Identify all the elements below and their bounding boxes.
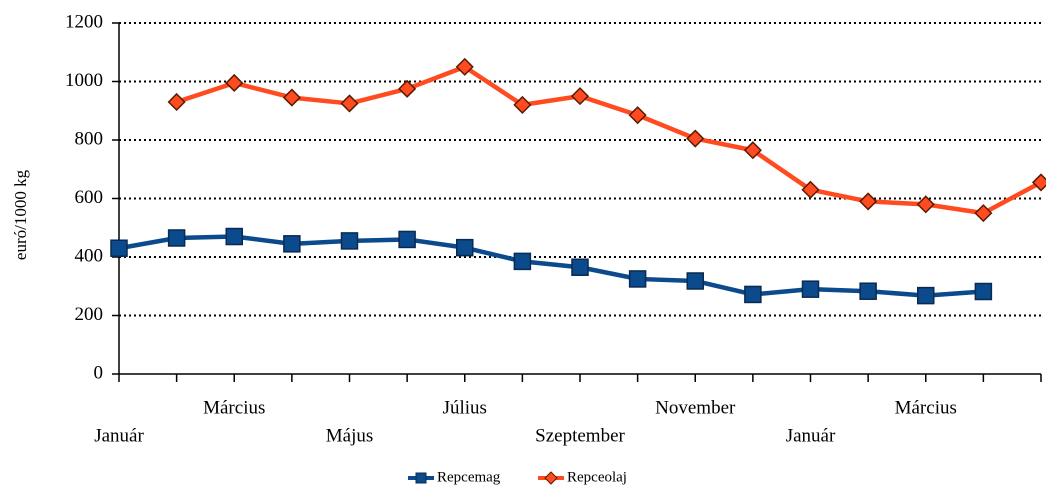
marker [455,57,474,76]
marker [570,87,590,106]
x-tick-label: Szeptember [535,425,625,446]
x-tick-label: Január [786,425,836,446]
marker [916,195,935,214]
marker [110,239,128,257]
marker [282,88,301,107]
x-tick-label: Május [326,425,374,446]
legend-item: Repceolaj [538,469,627,485]
marker [859,192,878,211]
y-axis-label: euró/1000 kg [11,169,30,260]
y-tick-label: 400 [75,245,104,266]
marker [340,94,359,113]
marker [398,79,417,98]
y-tick-label: 1200 [65,11,103,32]
marker [859,282,877,300]
marker [1031,173,1046,192]
marker [571,258,589,276]
legend-item: Repcemag [408,469,501,485]
marker [456,238,474,257]
marker [628,106,647,125]
marker [513,252,532,271]
marker [628,270,647,288]
x-tick-label: Március [895,397,957,418]
marker [917,286,935,305]
marker [801,180,820,199]
legend-label: Repcemag [437,469,501,485]
marker [340,232,359,250]
marker [167,229,186,247]
marker [974,204,993,223]
x-tick-label: Július [443,397,487,418]
marker [686,129,705,148]
y-tick-label: 600 [75,187,104,208]
marker [513,95,532,114]
x-tick-label: November [655,397,736,418]
marker [283,235,301,253]
marker [225,227,243,246]
marker [974,282,993,301]
x-tick-label: Január [94,425,144,446]
series-line [118,234,984,298]
x-tick-label: Március [203,397,265,418]
marker [225,73,244,93]
marker [398,230,416,249]
legend-marker [544,471,558,485]
marker [167,92,186,112]
legend-label: Repceolaj [567,469,627,485]
marker [744,285,762,304]
y-tick-label: 200 [75,304,104,325]
series-line [175,64,1043,216]
y-tick-label: 1000 [65,70,103,91]
legend-marker [415,472,427,484]
y-tick-label: 800 [75,128,104,149]
marker [743,141,762,160]
marker [686,272,704,290]
marker [801,280,820,298]
y-tick-label: 0 [94,362,104,383]
